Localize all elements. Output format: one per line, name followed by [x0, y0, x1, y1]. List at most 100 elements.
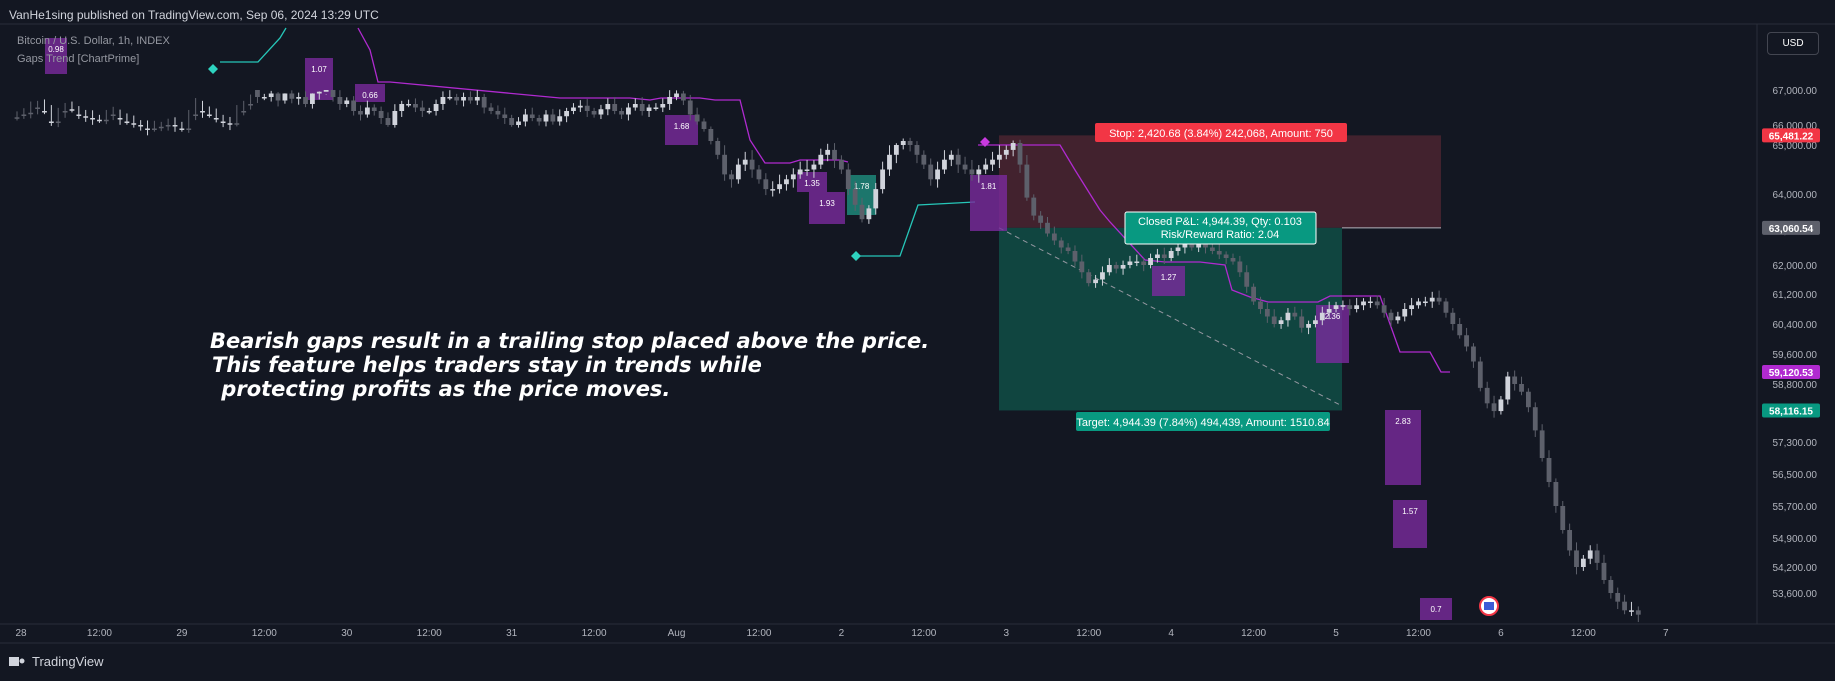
candle-body [1574, 550, 1579, 567]
candle-body [687, 100, 693, 115]
gap-box-label: 0.66 [362, 91, 378, 100]
candle-body [1271, 316, 1277, 324]
candle-body [131, 123, 137, 125]
bear-signal-diamond [980, 137, 990, 147]
gap-box [665, 115, 698, 145]
target-label-bg [1076, 412, 1330, 431]
gap-box [809, 192, 845, 224]
candle-body [1560, 506, 1566, 530]
candle-body [839, 159, 844, 170]
candle-body [1381, 305, 1387, 313]
candle-body [1292, 312, 1298, 317]
candle-body [1203, 244, 1208, 248]
trail-bear-1 [357, 27, 849, 164]
time-tick-label: 12:00 [87, 628, 112, 639]
time-tick-label: 12:00 [252, 628, 277, 639]
candle-body [1491, 403, 1497, 412]
pnl-label[interactable]: Closed P&L: 4,944.39, Qty: 0.103 Risk/Re… [1124, 211, 1317, 245]
gap-box [1420, 598, 1452, 620]
candle-body [426, 111, 432, 113]
stop-label[interactable]: Stop: 2,420.68 (3.84%) 242,068, Amount: … [1095, 123, 1347, 142]
candle-body [1209, 247, 1215, 251]
candle-body [1017, 143, 1023, 165]
event-flag-icon[interactable] [1479, 596, 1499, 616]
candle-body [522, 114, 528, 122]
candle-body [1608, 580, 1614, 593]
candle-body [1038, 215, 1044, 223]
candle-body [914, 145, 920, 155]
time-tick-label: 12:00 [1406, 628, 1431, 639]
candle-body [1553, 482, 1559, 506]
candle-body [220, 121, 226, 123]
candle-body [1031, 197, 1037, 216]
candle-body [296, 97, 302, 99]
candle-body [1065, 247, 1071, 251]
candle-body [310, 93, 315, 104]
candle-body [1051, 233, 1057, 241]
candle-body [1601, 562, 1607, 580]
candle-body [1299, 316, 1305, 328]
gap-box-label: 1.78 [854, 182, 870, 191]
candle-body [1429, 297, 1435, 302]
candle-body [1347, 305, 1353, 309]
candle-body [110, 114, 116, 116]
candle-body [255, 90, 260, 97]
time-tick-label: 6 [1498, 628, 1504, 639]
tradingview-logo[interactable]: TradingView [9, 654, 104, 669]
trail-bull-1 [220, 27, 287, 63]
candle-body [69, 109, 75, 111]
candle-body [1086, 272, 1092, 284]
legend-indicator[interactable]: Gaps Trend [ChartPrime] [17, 53, 139, 65]
price-tick-label: 54,900.00 [1773, 534, 1818, 545]
price-badge-bg [1762, 403, 1820, 418]
candle-body [1258, 301, 1263, 309]
candle-body [193, 114, 199, 116]
candle-body [152, 128, 157, 130]
candle-body [172, 125, 178, 127]
currency-button[interactable]: USD [1767, 32, 1819, 55]
price-tick-label: 54,200.00 [1773, 563, 1818, 574]
candle-body [1532, 407, 1538, 431]
time-tick-label: 12:00 [1076, 628, 1101, 639]
candle-body [1045, 222, 1050, 234]
candle-body [591, 111, 597, 115]
candle-body [1189, 244, 1195, 248]
candle-body [1223, 254, 1229, 258]
candle-body [1416, 301, 1421, 306]
candle-body [337, 97, 343, 104]
legend-symbol[interactable]: Bitcoin / U.S. Dollar, 1h, INDEX [17, 35, 170, 47]
candle-body [474, 97, 480, 101]
candle-body [784, 179, 789, 185]
candle-body [825, 149, 831, 155]
candle-body [790, 174, 796, 180]
target-label[interactable]: Target: 4,944.39 (7.84%) 494,439, Amount… [1076, 412, 1330, 431]
candle-body [859, 204, 865, 220]
candle-body [997, 154, 1002, 160]
candle-body [619, 111, 624, 115]
candle-body [708, 129, 714, 141]
candle-body [1361, 301, 1366, 306]
candle-body [921, 154, 927, 165]
candle-body [454, 97, 460, 101]
brand-name: TradingView [32, 654, 104, 669]
publisher-text: VanHe1sing published on TradingView.com,… [9, 8, 379, 22]
candle-body [1436, 297, 1442, 302]
price-tick-label: 56,500.00 [1773, 470, 1818, 481]
price-tick-label: 60,400.00 [1773, 320, 1818, 331]
candle-body [1079, 261, 1085, 273]
candle-body [564, 111, 569, 117]
time-tick-label: 5 [1333, 628, 1339, 639]
logo-mark-icon [9, 657, 19, 666]
candle-body [969, 169, 975, 175]
annotation-line-1: Bearish gaps result in a trailing stop p… [210, 329, 929, 353]
candle-body [1580, 558, 1586, 567]
gap-box-label: 0.98 [48, 45, 64, 54]
trail-bull-2 [858, 201, 976, 257]
time-tick-label: 12:00 [746, 628, 771, 639]
candle-body [385, 118, 391, 125]
gap-box [1385, 410, 1421, 485]
candle-body [1100, 272, 1105, 280]
time-tick-label: 28 [15, 628, 27, 639]
price-tick-label: 59,600.00 [1773, 350, 1818, 361]
